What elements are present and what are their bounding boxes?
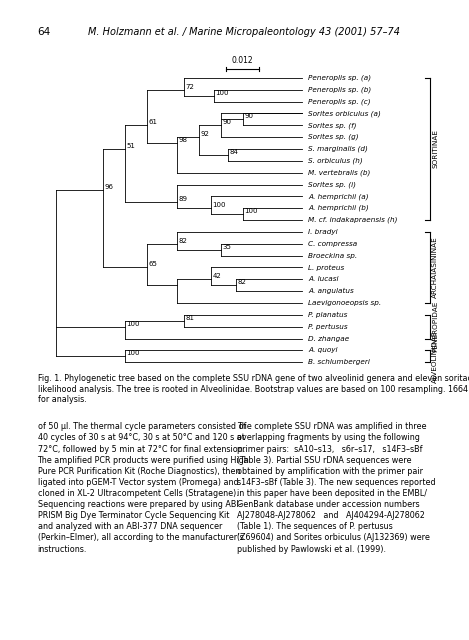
Text: A. hemprichii (b): A. hemprichii (b) <box>308 205 369 211</box>
Text: 100: 100 <box>212 202 226 208</box>
Text: 72: 72 <box>185 84 194 90</box>
Text: 42: 42 <box>212 273 221 279</box>
Text: ARCHAIASININAE: ARCHAIASININAE <box>432 237 439 298</box>
Text: of 50 μl. The thermal cycle parameters consisted of
40 cycles of 30 s at 94°C, 3: of 50 μl. The thermal cycle parameters c… <box>38 422 249 554</box>
Text: I. bradyi: I. bradyi <box>308 229 338 235</box>
Text: Sorites sp. (g): Sorites sp. (g) <box>308 134 359 140</box>
Text: A. angulatus: A. angulatus <box>308 288 354 294</box>
Text: 81: 81 <box>185 315 195 321</box>
Text: 100: 100 <box>126 321 140 327</box>
Text: A. lucasi: A. lucasi <box>308 276 339 282</box>
Text: A. hemprichii (a): A. hemprichii (a) <box>308 193 369 200</box>
Text: 82: 82 <box>237 279 246 285</box>
Text: 82: 82 <box>178 238 187 244</box>
Text: 90: 90 <box>222 119 232 125</box>
Text: M. cf. indakapraensis (h): M. cf. indakapraensis (h) <box>308 217 397 223</box>
Text: P. pertusus: P. pertusus <box>308 324 348 330</box>
Text: 84: 84 <box>230 149 239 155</box>
Text: 100: 100 <box>215 90 228 95</box>
Text: 96: 96 <box>104 184 113 191</box>
Text: B. schlumbergeri: B. schlumbergeri <box>308 359 370 365</box>
Text: 51: 51 <box>126 143 135 149</box>
Text: PENEROPIDAE: PENEROPIDAE <box>432 301 439 353</box>
Text: Broeckina sp.: Broeckina sp. <box>308 253 357 259</box>
Text: P. planatus: P. planatus <box>308 312 348 318</box>
Text: Sorites sp. (i): Sorites sp. (i) <box>308 181 356 188</box>
Text: Laevigonoeopsis sp.: Laevigonoeopsis sp. <box>308 300 381 306</box>
Text: The complete SSU rDNA was amplified in three
overlapping fragments by using the : The complete SSU rDNA was amplified in t… <box>237 422 436 554</box>
Text: 65: 65 <box>149 262 157 268</box>
Text: S. marginalis (d): S. marginalis (d) <box>308 146 368 152</box>
Text: D. zhangae: D. zhangae <box>308 335 349 342</box>
Text: 100: 100 <box>245 208 258 214</box>
Text: 0.012: 0.012 <box>232 56 253 65</box>
Text: 89: 89 <box>178 196 187 202</box>
Text: ALVEOLINIDAE: ALVEOLINIDAE <box>432 330 439 383</box>
Text: 98: 98 <box>178 137 187 143</box>
Text: Peneroplis sp. (c): Peneroplis sp. (c) <box>308 99 371 105</box>
Text: Fig. 1. Phylogenetic tree based on the complete SSU rDNA gene of two alveolinid : Fig. 1. Phylogenetic tree based on the c… <box>38 374 469 404</box>
Text: M. vertebralis (b): M. vertebralis (b) <box>308 170 371 176</box>
Text: 64: 64 <box>38 27 51 37</box>
Text: M. Holzmann et al. / Marine Micropaleontology 43 (2001) 57–74: M. Holzmann et al. / Marine Micropaleont… <box>88 27 400 37</box>
Text: Sorites sp. (f): Sorites sp. (f) <box>308 122 356 129</box>
Text: 92: 92 <box>200 131 209 137</box>
Text: 35: 35 <box>222 244 231 250</box>
Text: SORITINAE: SORITINAE <box>432 129 439 168</box>
Text: Peneroplis sp. (a): Peneroplis sp. (a) <box>308 75 371 81</box>
Text: C. compressa: C. compressa <box>308 241 357 247</box>
Text: A. quoyi: A. quoyi <box>308 348 337 353</box>
Text: 100: 100 <box>126 350 140 356</box>
Text: Sorites orbiculus (a): Sorites orbiculus (a) <box>308 110 381 116</box>
Text: Peneroplis sp. (b): Peneroplis sp. (b) <box>308 86 371 93</box>
Text: L. proteus: L. proteus <box>308 264 344 271</box>
Text: 90: 90 <box>245 113 254 119</box>
Text: S. orbiculus (h): S. orbiculus (h) <box>308 157 363 164</box>
Text: 61: 61 <box>149 119 158 125</box>
